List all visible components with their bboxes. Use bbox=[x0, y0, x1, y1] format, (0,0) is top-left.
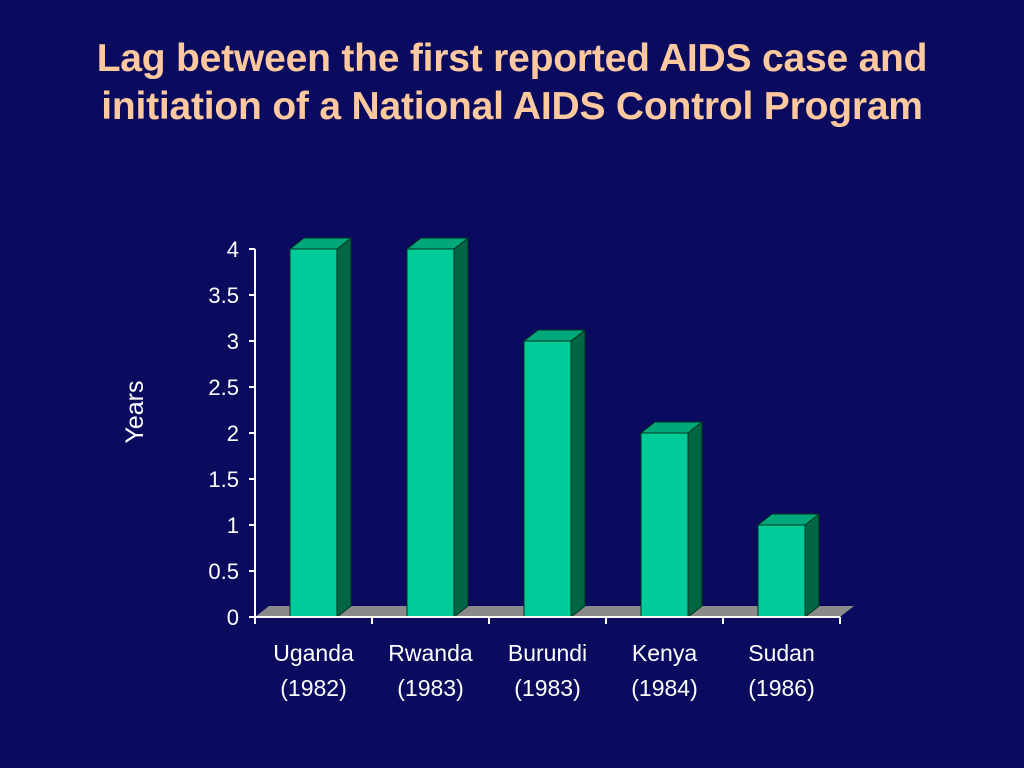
bar-front bbox=[640, 432, 689, 618]
y-tick-label: 2 bbox=[227, 421, 239, 446]
x-tick-label-year: (1986) bbox=[748, 675, 814, 701]
x-tick-label-name: Sudan bbox=[748, 640, 815, 666]
chart-bars bbox=[288, 236, 821, 619]
y-tick-label: 4 bbox=[227, 237, 239, 262]
slide-title-line-2: initiation of a National AIDS Control Pr… bbox=[101, 85, 923, 128]
bar-burundi bbox=[522, 328, 587, 619]
bar-kenya bbox=[639, 420, 704, 619]
y-tick-label: 1.5 bbox=[208, 467, 239, 492]
bar-sudan bbox=[756, 512, 821, 619]
y-tick-label: 1 bbox=[227, 513, 239, 538]
y-axis-label: Years bbox=[121, 380, 149, 443]
y-tick-label: 3 bbox=[227, 329, 239, 354]
y-tick-label: 0 bbox=[227, 605, 239, 630]
x-tick-label-year: (1983) bbox=[514, 675, 580, 701]
bar-rwanda bbox=[405, 236, 470, 619]
x-tick-label-name: Uganda bbox=[273, 640, 354, 666]
bar-front bbox=[289, 248, 338, 618]
bar-side bbox=[687, 420, 703, 619]
bar-front bbox=[757, 524, 806, 618]
bar-front bbox=[406, 248, 455, 618]
x-tick-label-name: Rwanda bbox=[388, 640, 473, 666]
bar-side bbox=[804, 512, 820, 619]
chart-axes: 0 0.5 1 1.5 2 2.5 3 3.5 4 Uganda (1982) Rwanda (1983… bbox=[208, 237, 841, 701]
x-tick-label-year: (1982) bbox=[280, 675, 346, 701]
bar-side bbox=[336, 236, 352, 619]
bar-front bbox=[523, 340, 572, 618]
y-tick-label: 0.5 bbox=[208, 559, 239, 584]
bar-side bbox=[453, 236, 469, 619]
x-tick-label-name: Kenya bbox=[632, 640, 697, 666]
bar-side bbox=[570, 328, 586, 619]
slide-title-line-1: Lag between the first reported AIDS case… bbox=[96, 37, 928, 80]
x-tick-label-year: (1984) bbox=[631, 675, 697, 701]
x-tick-label-year: (1983) bbox=[397, 675, 463, 701]
x-tick-label-name: Burundi bbox=[508, 640, 587, 666]
bar-uganda bbox=[288, 236, 353, 619]
y-tick-label: 2.5 bbox=[208, 375, 239, 400]
y-tick-label: 3.5 bbox=[208, 283, 239, 308]
